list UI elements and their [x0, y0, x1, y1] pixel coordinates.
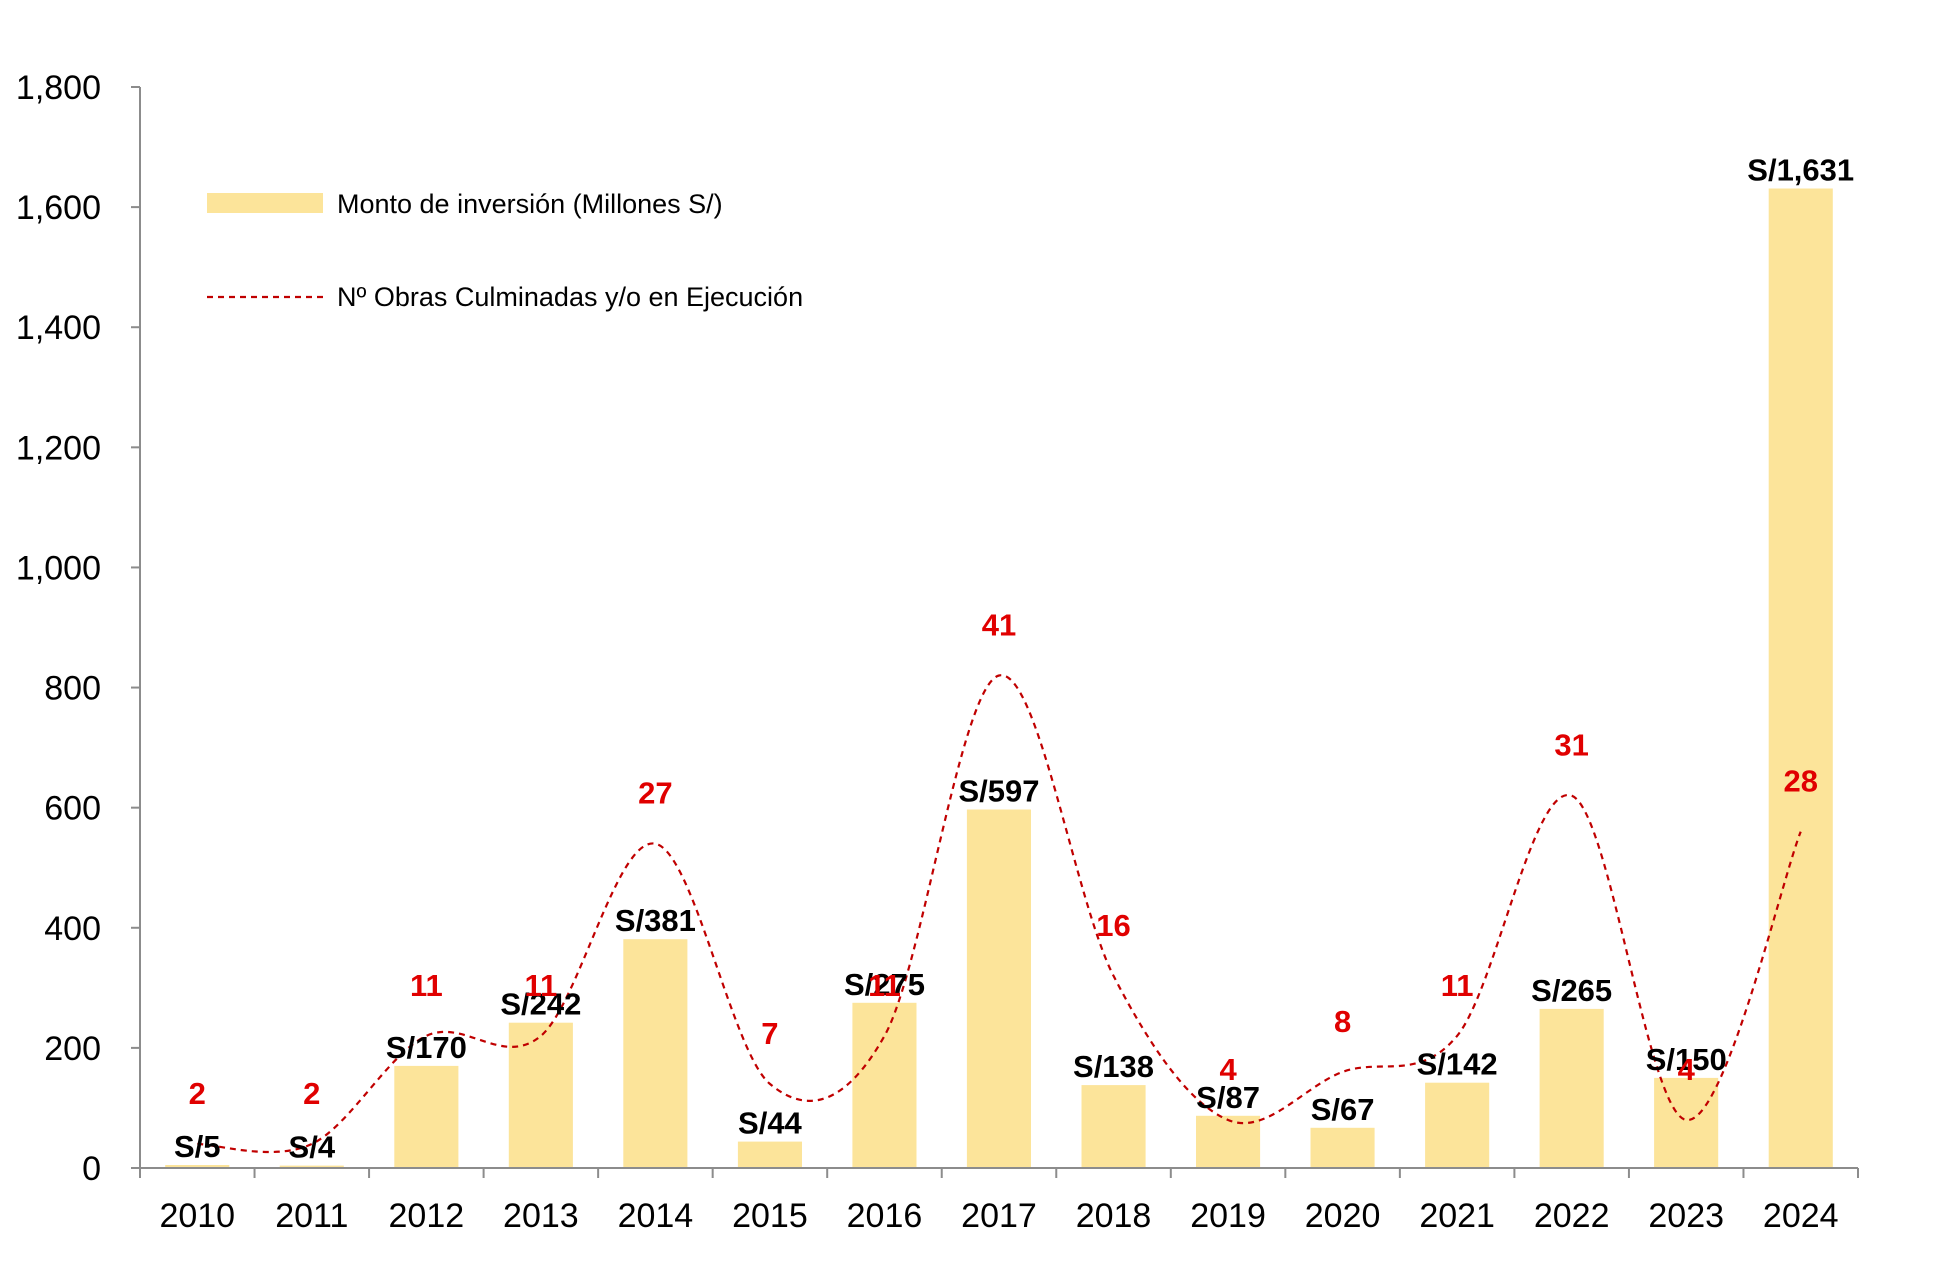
legend: Monto de inversión (Millones S/) Nº Obra…	[207, 189, 803, 312]
y-tick-label-0: 0	[82, 1150, 101, 1188]
bar-2024	[1768, 188, 1833, 1168]
x-tick-label-2022: 2022	[1534, 1197, 1610, 1235]
y-tick-label-1000: 1,000	[16, 549, 101, 587]
x-tick-label-2018: 2018	[1076, 1197, 1152, 1235]
bar-2016	[852, 1002, 917, 1168]
bar-2015	[737, 1141, 802, 1168]
bar-value-label-2020: S/67	[1311, 1092, 1375, 1127]
legend-bar-label: Monto de inversión (Millones S/)	[337, 189, 723, 219]
bar-2022	[1539, 1008, 1604, 1168]
y-tick-label-1200: 1,200	[16, 429, 101, 467]
bar-value-label-2010: S/5	[174, 1129, 221, 1164]
bar-2019	[1196, 1115, 1261, 1168]
y-tick-label-600: 600	[44, 790, 101, 828]
bar-value-label-2015: S/44	[738, 1106, 803, 1141]
bar-value-label-2023: S/150	[1646, 1042, 1727, 1077]
y-tick-label-200: 200	[44, 1030, 101, 1068]
y-tick-label-800: 800	[44, 670, 101, 708]
bar-value-label-2016: S/275	[844, 967, 925, 1002]
x-tick-label-2019: 2019	[1190, 1197, 1266, 1235]
axes-layer: 0 200 400 600 800 1,000 1,200 1,400 1,600 1,800 20…	[16, 69, 1859, 1235]
bar-value-label-2018: S/138	[1073, 1049, 1154, 1084]
y-tick-label-1600: 1,600	[16, 189, 101, 227]
bar-2017	[966, 809, 1031, 1168]
x-tick-label-2020: 2020	[1305, 1197, 1381, 1235]
bar-2020	[1310, 1127, 1375, 1168]
x-tick-label-2014: 2014	[618, 1197, 694, 1235]
bar-value-label-2017: S/597	[958, 773, 1039, 808]
obras-value-label-2013: 11	[524, 968, 557, 1003]
x-tick-label-2017: 2017	[961, 1197, 1037, 1235]
obras-value-label-2023: 4	[1678, 1052, 1696, 1087]
obras-value-label-2021: 11	[1441, 968, 1474, 1003]
bar-2023	[1654, 1077, 1719, 1168]
bar-value-label-2022: S/265	[1531, 973, 1612, 1008]
bar-value-label-2013: S/242	[500, 987, 581, 1022]
x-tick-label-2021: 2021	[1419, 1197, 1495, 1235]
obras-value-label-2018: 16	[1096, 908, 1130, 943]
line-layer	[197, 674, 1802, 1154]
bars-layer	[165, 188, 1833, 1168]
bar-value-label-2012: S/170	[386, 1030, 467, 1065]
bar-2014	[623, 939, 688, 1168]
labels-layer: S/5 S/4 S/170 S/242 S/381 S/44 S/275 S/597 S/138…	[174, 152, 1854, 1164]
x-tick-label-2013: 2013	[503, 1197, 579, 1235]
legend-bar-swatch	[207, 193, 323, 213]
x-tick-label-2023: 2023	[1648, 1197, 1724, 1235]
bar-2012	[394, 1065, 459, 1168]
y-tick-label-1400: 1,400	[16, 309, 101, 347]
bar-value-label-2024: S/1,631	[1747, 152, 1854, 187]
x-tick-label-2024: 2024	[1763, 1197, 1839, 1235]
bar-value-label-2011: S/4	[289, 1130, 336, 1165]
obras-line	[197, 674, 1802, 1154]
obras-value-label-2016: 11	[868, 968, 901, 1003]
bar-value-label-2014: S/381	[615, 903, 696, 938]
bar-value-label-2021: S/142	[1417, 1047, 1498, 1082]
legend-line-label: Nº Obras Culminadas y/o en Ejecución	[337, 282, 803, 312]
x-tick-label-2011: 2011	[275, 1197, 348, 1235]
obras-value-label-2020: 8	[1334, 1004, 1351, 1039]
obras-value-label-2011: 2	[303, 1076, 320, 1111]
obras-value-label-2010: 2	[189, 1076, 206, 1111]
obras-value-label-2015: 7	[761, 1016, 778, 1051]
obras-value-label-2017: 41	[982, 608, 1016, 643]
obras-value-label-2014: 27	[638, 776, 672, 811]
x-tick-label-2012: 2012	[389, 1197, 465, 1235]
obras-value-label-2019: 4	[1219, 1052, 1237, 1087]
obras-value-label-2012: 11	[410, 968, 443, 1003]
obras-value-label-2022: 31	[1554, 728, 1588, 763]
x-tick-label-2010: 2010	[159, 1197, 235, 1235]
bar-2013	[508, 1022, 573, 1168]
bar-2010	[165, 1165, 230, 1168]
bar-2011	[279, 1165, 344, 1168]
obras-value-label-2024: 28	[1783, 764, 1817, 799]
x-tick-label-2016: 2016	[847, 1197, 923, 1235]
bar-2021	[1425, 1082, 1490, 1168]
x-tick-label-2015: 2015	[732, 1197, 808, 1235]
bar-value-label-2019: S/87	[1196, 1080, 1260, 1115]
y-tick-label-400: 400	[44, 910, 101, 948]
bar-2018	[1081, 1085, 1146, 1168]
y-tick-label-1800: 1,800	[16, 69, 101, 107]
